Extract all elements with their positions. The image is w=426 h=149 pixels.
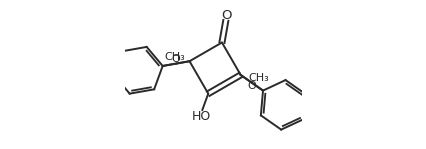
Text: CH₃: CH₃ xyxy=(164,52,184,62)
Text: O: O xyxy=(171,54,180,64)
Text: HO: HO xyxy=(192,110,211,123)
Text: O: O xyxy=(220,9,231,22)
Text: O: O xyxy=(247,81,256,91)
Text: CH₃: CH₃ xyxy=(248,73,268,83)
